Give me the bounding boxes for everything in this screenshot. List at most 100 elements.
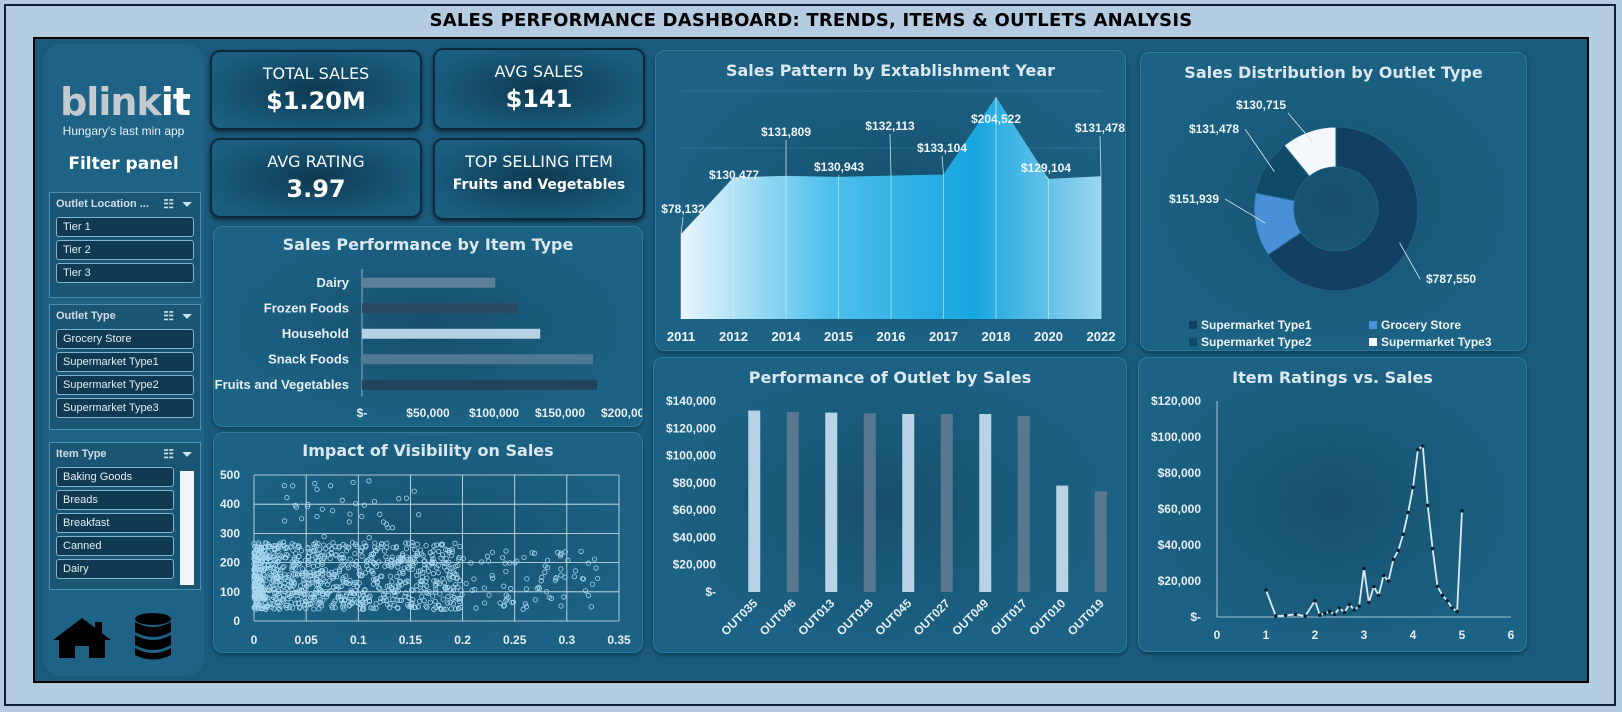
slicer-item[interactable]: Tier 1 [56,217,194,237]
scatter-point [285,552,291,558]
slicer-item[interactable]: Canned [56,536,174,556]
slicer-item[interactable]: Supermarket Type3 [56,398,194,418]
scatter-point [457,543,463,550]
slicer-item[interactable]: Supermarket Type1 [56,352,194,372]
home-icon[interactable] [51,616,113,660]
data-point [1440,593,1445,598]
scatter-point [469,587,475,593]
scatter-point [449,549,456,555]
scatter-point [315,601,321,607]
slicer-item[interactable]: Breakfast [56,513,174,533]
kpi-avg-sales: AVG SALES $141 [433,48,645,130]
tick-label: $60,000 [673,503,717,517]
kpi-label: TOP SELLING ITEM [465,152,613,171]
tick-label: 0 [1214,628,1221,642]
scatter-point [282,580,288,586]
scatter-point [377,511,383,517]
clear-filter-icon[interactable]: ⏷ [182,447,192,461]
scatter-point [270,565,276,571]
scatter-point [504,596,510,602]
data-point [1416,447,1420,452]
data-point [1411,485,1415,490]
scatter-point [419,574,425,580]
data-point [1401,532,1405,536]
slicer-outlet-type: Outlet Type ☷ ⏷ Grocery Store Supermarke… [49,304,201,430]
slicer-scrollbar[interactable] [180,471,194,585]
kpi-value: $1.20M [266,87,366,115]
scatter-point [544,589,550,595]
scatter-point [351,591,357,597]
tick-label: 0 [251,633,258,647]
tick-label: $- [1190,610,1201,624]
scatter-point [317,596,324,603]
scatter-point [263,604,269,610]
scatter-point [277,552,283,558]
scatter-point [303,569,309,575]
scatter-point [366,535,372,541]
scatter-point [409,539,415,546]
scatter-point [432,598,438,605]
data-point [1460,509,1464,513]
scatter-point [501,583,507,589]
tick-label: 2017 [929,329,958,344]
data-point [1327,609,1332,614]
scatter-point [379,573,385,579]
scatter-point [402,593,408,599]
data-point [1396,548,1401,553]
scatter-point [437,591,443,597]
data-point [1386,579,1391,583]
scatter-point [471,576,477,582]
tick-label: 0.35 [607,633,631,647]
scatter-point [345,544,351,551]
slicer-item[interactable]: Tier 3 [56,263,194,283]
category-label: OUT013 [795,596,837,638]
scatter-point [588,604,594,610]
data-label: $131,478 [1189,122,1239,136]
scatter-point [373,601,379,607]
slicer-item[interactable]: Grocery Store [56,329,194,349]
scatter-point [293,550,299,557]
scatter-point [389,579,395,585]
scatter-point [315,554,321,560]
scatter-point [337,555,343,561]
scatter-point [489,572,495,579]
scatter-point [300,573,306,579]
data-point [1391,557,1396,562]
category-label: OUT046 [757,596,799,638]
scatter-point [332,598,338,604]
multi-select-icon[interactable]: ☷ [163,197,174,211]
category-label: OUT010 [1026,596,1068,638]
slicer-item[interactable]: Breads [56,490,174,510]
clear-filter-icon[interactable]: ⏷ [182,197,192,211]
clear-filter-icon[interactable]: ⏷ [182,309,192,323]
tick-label: 2022 [1087,329,1116,344]
slicer-item[interactable]: Tier 2 [56,240,194,260]
scatter-point [424,604,430,610]
database-icon[interactable] [133,612,173,662]
scatter-point [316,546,323,552]
scatter-point [253,606,259,612]
data-label: $78,132 [661,202,705,216]
scatter-point [372,540,378,546]
scatter-point [265,553,271,560]
scatter-point [397,570,403,576]
tick-label: $20,000 [673,558,717,572]
slicer-item[interactable]: Baking Goods [56,467,174,487]
scatter-point [436,548,442,555]
scatter-point [482,600,488,606]
scatter-point [432,589,439,595]
slicer-item[interactable]: Dairy [56,559,174,579]
scatter-point [589,581,596,587]
scatter-point [275,545,281,551]
multi-select-icon[interactable]: ☷ [163,309,174,323]
multi-select-icon[interactable]: ☷ [163,447,174,461]
scatter-point [321,542,327,548]
scatter-point [489,549,496,555]
slicer-item-type: Item Type ☷ ⏷ Baking Goods Breads Breakf… [49,442,201,590]
scatter-point [343,592,350,598]
outlet-type-donut-chart: $787,550 $151,939 $131,478 $130,715 Supermar… [1169,98,1492,349]
scatter-point [427,599,433,605]
scatter-point [305,544,311,551]
bar [362,379,597,390]
slicer-item[interactable]: Supermarket Type2 [56,375,194,395]
